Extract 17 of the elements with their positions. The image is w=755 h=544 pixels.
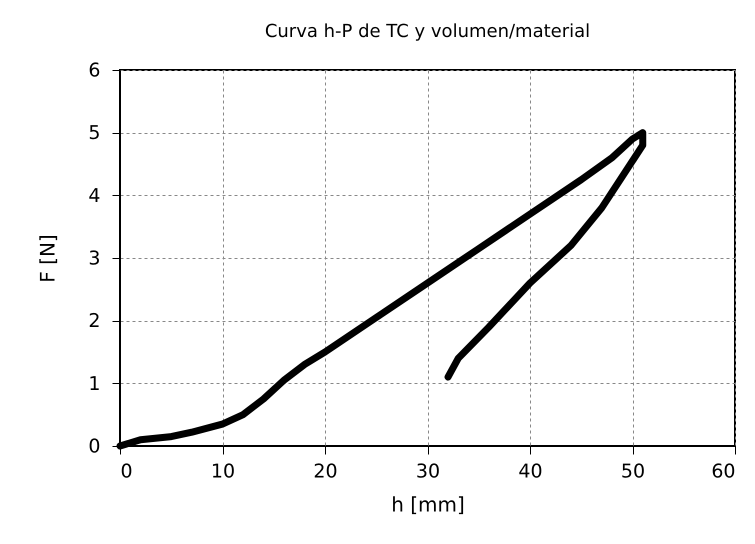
x-tick-label: 60 <box>711 460 736 482</box>
x-tick-label: 10 <box>210 460 236 482</box>
y-tick-label: 6 <box>88 60 100 82</box>
x-tick-label: 0 <box>120 460 133 482</box>
y-tick-label: 5 <box>88 122 100 144</box>
y-tick-label: 4 <box>88 184 100 207</box>
y-tick-label: 3 <box>88 248 100 270</box>
y-tick-label: 1 <box>88 372 100 395</box>
x-tick-label: 30 <box>416 460 440 482</box>
x-tick-label: 40 <box>518 460 543 482</box>
y-tick-label: 0 <box>88 436 100 458</box>
y-tick-label: 2 <box>88 310 100 332</box>
y-axis-title: F [N] <box>35 234 60 283</box>
chart-title: Curva h-P de TC y volumen/material <box>264 21 590 42</box>
x-tick-label: 20 <box>313 460 338 482</box>
x-tick-label: 50 <box>620 460 646 482</box>
x-axis-title: h [mm] <box>391 492 465 516</box>
